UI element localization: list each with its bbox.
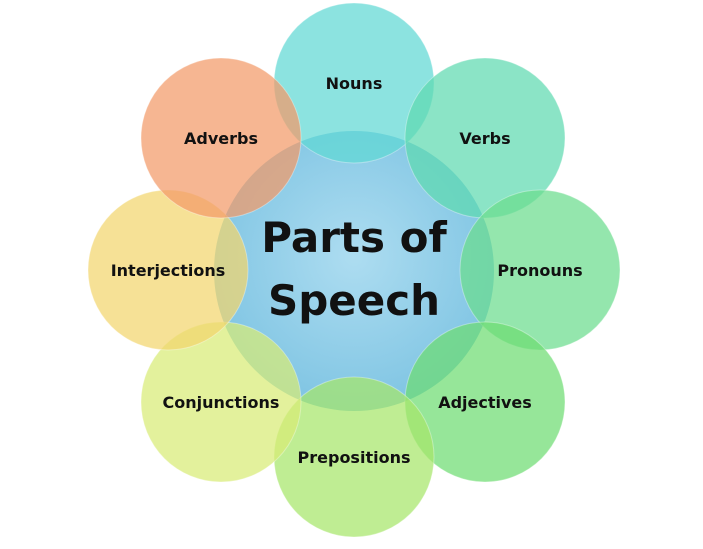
adverbs-label: Adverbs — [184, 129, 258, 148]
verbs-label: Verbs — [459, 129, 510, 148]
pronouns-label: Pronouns — [497, 261, 582, 280]
prepositions-label: Prepositions — [298, 448, 411, 467]
interjections-label: Interjections — [111, 261, 226, 280]
center-circle — [214, 131, 494, 411]
adverbs-circle — [140, 57, 302, 219]
center-title-line2: Speech — [268, 276, 440, 325]
nouns-label: Nouns — [326, 74, 383, 93]
outer-circles — [87, 2, 621, 538]
center-title-line1: Parts of — [261, 213, 447, 262]
conjunctions-label: Conjunctions — [163, 393, 280, 412]
adjectives-label: Adjectives — [438, 393, 532, 412]
outer-labels: Nouns Verbs Pronouns Adjectives Preposit… — [111, 74, 583, 467]
